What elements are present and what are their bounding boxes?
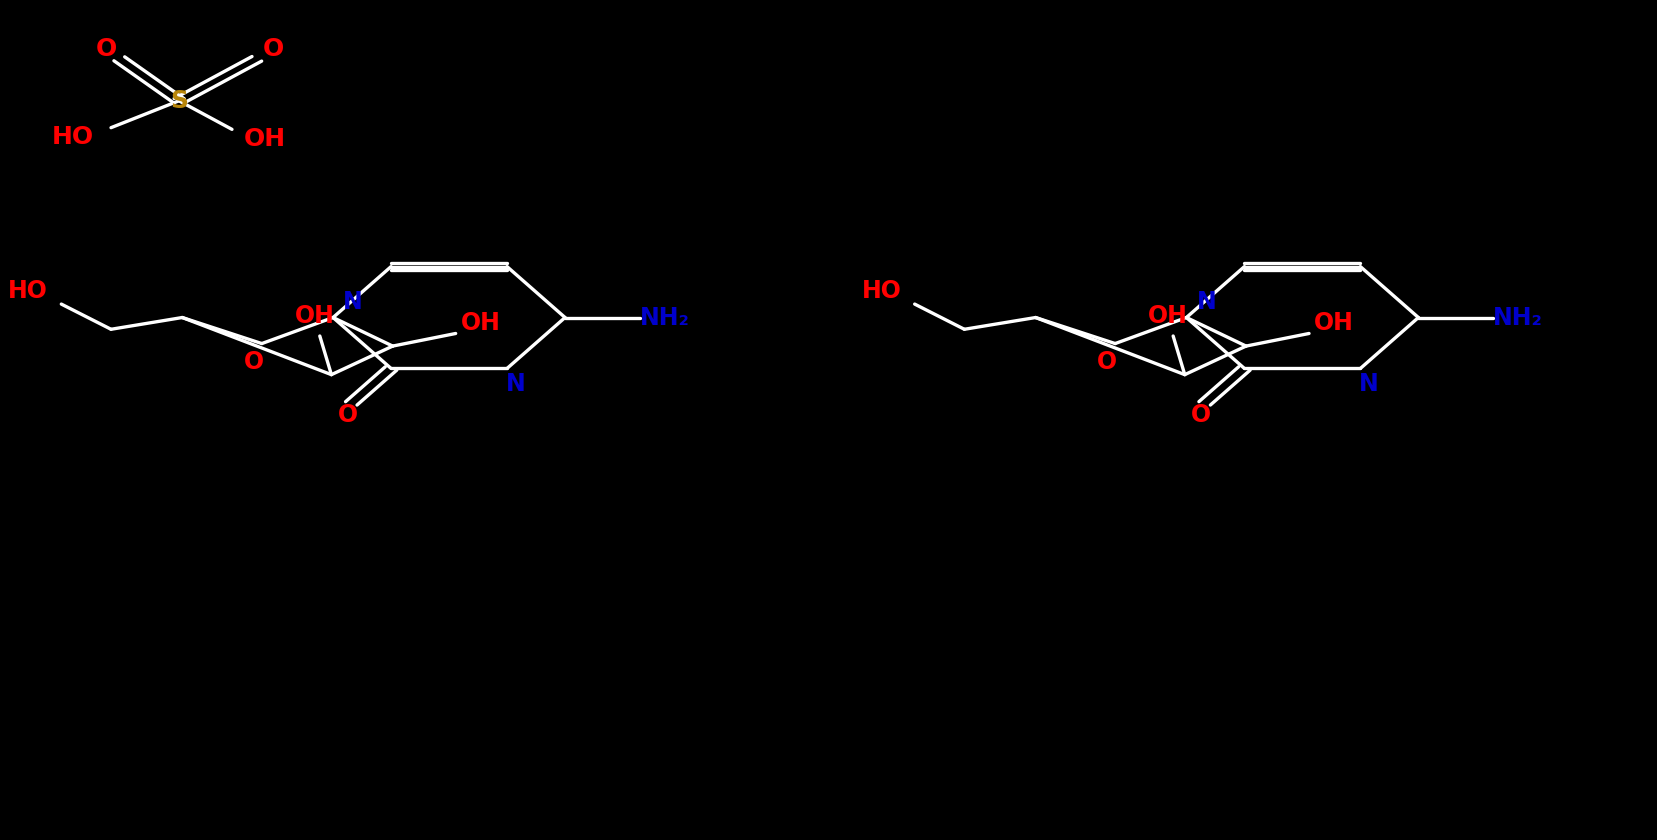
Text: O: O [1097,350,1117,374]
Text: HO: HO [51,125,94,149]
Text: HO: HO [8,280,48,303]
Text: N: N [1196,291,1216,314]
Text: HO: HO [862,280,901,303]
Text: NH₂: NH₂ [1493,306,1543,329]
Text: N: N [343,291,363,314]
Text: OH: OH [1148,304,1188,328]
Text: O: O [263,37,283,60]
Text: O: O [1191,403,1211,427]
Text: O: O [338,403,358,427]
Text: O: O [244,350,263,374]
Text: OH: OH [295,304,335,328]
Text: OH: OH [1314,311,1354,334]
Text: N: N [1359,371,1379,396]
Text: OH: OH [461,311,500,334]
Text: OH: OH [244,127,287,150]
Text: N: N [505,371,525,396]
Text: NH₂: NH₂ [640,306,689,329]
Text: S: S [171,89,187,113]
Text: O: O [96,37,116,60]
